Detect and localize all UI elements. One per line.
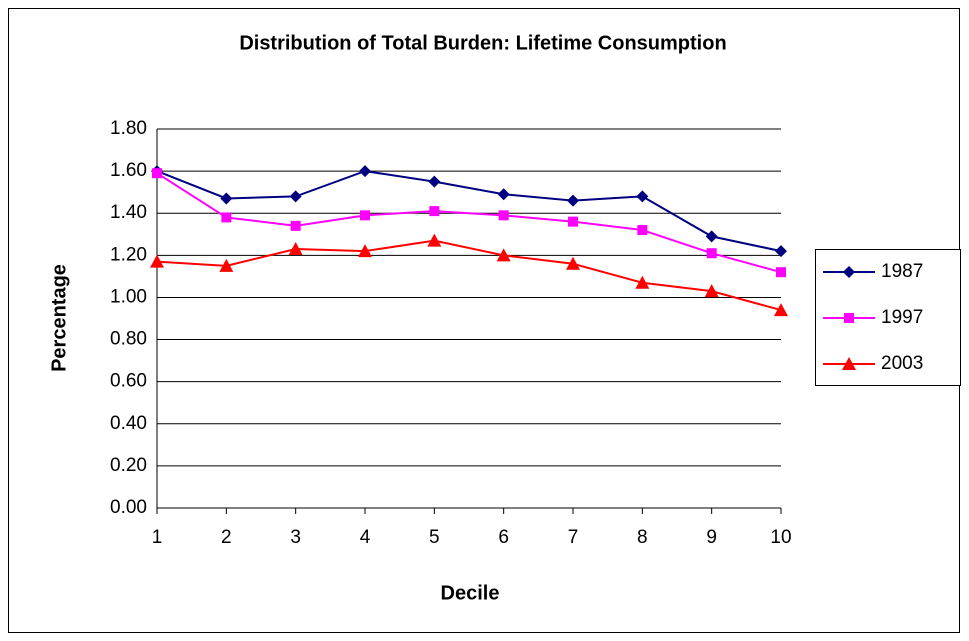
marker	[776, 267, 786, 278]
marker	[843, 266, 855, 278]
marker	[429, 206, 440, 217]
marker	[150, 254, 164, 268]
x-tick-label: 8	[637, 527, 648, 548]
y-tick-label: 0.80	[110, 329, 147, 350]
y-tick-label: 0.20	[110, 455, 147, 476]
x-tick-label: 6	[498, 527, 509, 548]
x-tick-label: 2	[221, 527, 232, 548]
y-tick-label: 1.80	[110, 118, 147, 139]
marker	[568, 216, 578, 227]
y-tick-label: 1.60	[110, 160, 147, 181]
series-line	[156, 170, 782, 253]
marker	[219, 258, 234, 272]
marker	[497, 188, 510, 201]
x-tick-label: 10	[770, 527, 791, 548]
marker	[498, 210, 509, 221]
marker	[428, 175, 441, 188]
marker	[220, 192, 233, 205]
marker	[706, 248, 717, 259]
series-line	[156, 172, 782, 274]
series-line	[156, 239, 782, 312]
legend-label: 1997	[881, 307, 923, 328]
chart-title: Distribution of Total Burden: Lifetime C…	[239, 32, 726, 54]
marker	[566, 256, 580, 270]
marker	[496, 248, 511, 262]
x-tick-label: 5	[429, 527, 440, 548]
marker	[775, 245, 787, 258]
marker	[359, 165, 371, 178]
legend-label: 1987	[881, 261, 923, 282]
marker	[637, 225, 648, 236]
y-tick-label: 1.00	[110, 286, 147, 307]
marker	[774, 303, 788, 317]
marker	[842, 357, 856, 370]
chart-border	[8, 8, 960, 633]
x-tick-label: 1	[152, 527, 163, 548]
marker	[152, 168, 162, 179]
marker	[567, 194, 579, 207]
marker	[704, 284, 719, 298]
y-tick-label: 0.40	[110, 413, 147, 434]
marker	[221, 212, 232, 223]
x-tick-label: 7	[568, 527, 579, 548]
marker	[705, 230, 718, 243]
marker	[290, 220, 301, 231]
marker	[427, 233, 442, 247]
y-tick-label: 1.40	[110, 202, 147, 223]
marker	[636, 190, 649, 203]
x-axis-label: Decile	[441, 582, 500, 604]
x-tick-label: 4	[360, 527, 371, 548]
y-tick-label: 0.60	[110, 371, 147, 392]
x-tick-label: 9	[706, 527, 717, 548]
legend-label: 2003	[881, 353, 923, 374]
marker	[288, 242, 303, 256]
marker	[844, 313, 854, 323]
y-axis-label: Percentage	[48, 264, 70, 372]
y-tick-label: 1.20	[110, 244, 147, 265]
marker	[635, 275, 650, 289]
marker	[360, 210, 370, 221]
x-tick-label: 3	[290, 527, 301, 548]
y-tick-label: 0.00	[110, 497, 147, 518]
marker	[358, 244, 372, 258]
marker	[289, 190, 302, 203]
